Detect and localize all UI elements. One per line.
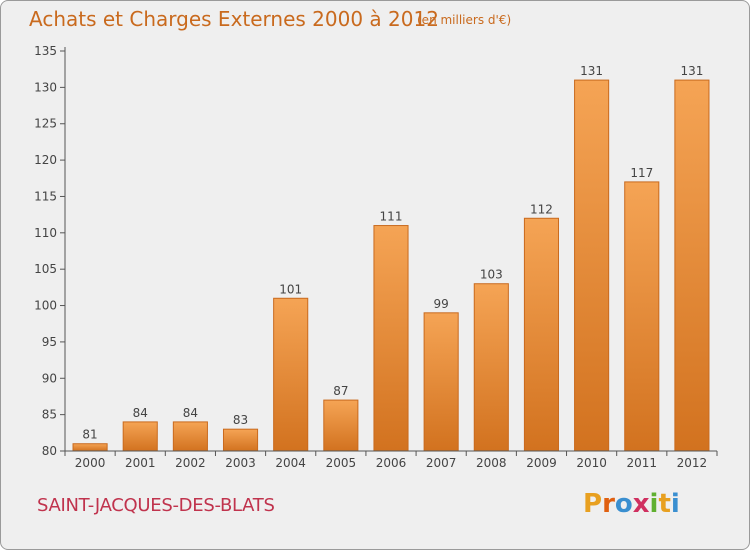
x-tick-label: 2002 — [175, 456, 206, 470]
y-tick-label: 115 — [34, 189, 57, 203]
x-tick-label: 2007 — [426, 456, 457, 470]
y-tick-label: 100 — [34, 299, 57, 313]
bar — [624, 181, 660, 452]
data-label: 111 — [380, 210, 403, 224]
bar — [423, 312, 459, 452]
y-tick-label: 85 — [42, 408, 57, 422]
data-label: 117 — [630, 166, 653, 180]
x-tick-label: 2001 — [125, 456, 156, 470]
data-label: 131 — [680, 64, 703, 78]
y-tick-label: 110 — [34, 226, 57, 240]
y-tick-label: 80 — [42, 444, 57, 458]
y-tick-label: 135 — [34, 44, 57, 58]
logo-letter: P — [583, 489, 603, 519]
bar — [222, 428, 259, 452]
x-tick-label: 2003 — [225, 456, 256, 470]
x-tick-label: 2000 — [75, 456, 106, 470]
data-label: 87 — [333, 384, 348, 398]
x-tick-label: 2011 — [626, 456, 657, 470]
bar — [473, 283, 509, 452]
chart-subtitle: (en milliers d'€) — [417, 13, 512, 27]
y-tick-label: 90 — [42, 371, 57, 385]
x-tick-label: 2005 — [326, 456, 357, 470]
logo-letter: o — [614, 489, 633, 519]
logo-letter: i — [670, 489, 680, 519]
data-label: 101 — [279, 282, 302, 296]
data-label: 83 — [233, 413, 248, 427]
data-label: 81 — [82, 428, 97, 442]
y-tick-label: 120 — [34, 153, 57, 167]
commune-name: SAINT-JACQUES-DES-BLATS — [37, 495, 275, 516]
x-tick-label: 2004 — [275, 456, 306, 470]
bar — [273, 297, 309, 452]
bar — [373, 225, 409, 452]
x-tick-label: 2010 — [576, 456, 607, 470]
logo-letter: r — [602, 489, 615, 519]
bar — [323, 399, 359, 452]
x-tick-label: 2009 — [526, 456, 557, 470]
bar — [523, 217, 560, 452]
x-tick-label: 2008 — [476, 456, 507, 470]
bar — [122, 421, 158, 452]
data-label: 99 — [434, 297, 449, 311]
data-label: 131 — [580, 64, 603, 78]
data-label: 84 — [133, 406, 148, 420]
y-tick-label: 95 — [42, 335, 57, 349]
logo-letter: i — [649, 489, 659, 519]
x-tick-label: 2012 — [677, 456, 708, 470]
data-label: 103 — [480, 268, 503, 282]
y-tick-label: 105 — [34, 262, 57, 276]
x-tick-label: 2006 — [376, 456, 407, 470]
y-tick-label: 130 — [34, 80, 57, 94]
bar — [574, 79, 610, 452]
data-label: 112 — [530, 202, 553, 216]
data-label: 84 — [183, 406, 198, 420]
logo-letter: x — [632, 489, 650, 519]
bar — [72, 443, 108, 452]
bar — [674, 79, 710, 452]
bar — [172, 421, 208, 452]
proxiti-logo: Proxiti — [583, 489, 680, 519]
logo-letter: t — [658, 489, 671, 519]
chart-title: Achats et Charges Externes 2000 à 2012 — [29, 7, 439, 31]
y-tick-label: 125 — [34, 117, 57, 131]
